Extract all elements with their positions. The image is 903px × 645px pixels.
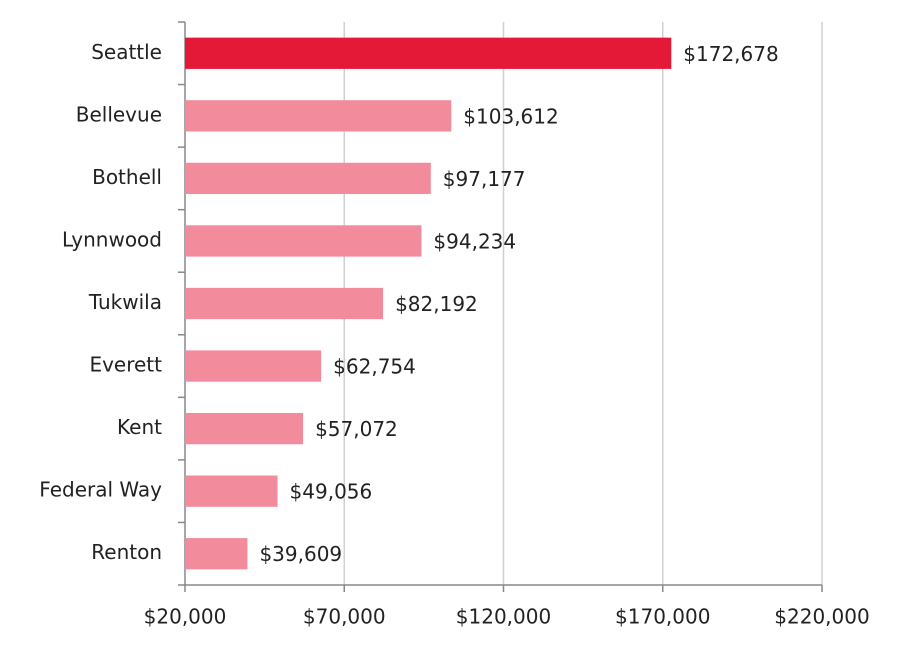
bar xyxy=(185,538,248,570)
y-tick-label: Kent xyxy=(117,415,162,439)
value-label: $39,609 xyxy=(259,542,342,566)
y-tick-label: Bothell xyxy=(92,165,162,189)
value-label: $82,192 xyxy=(395,292,478,316)
y-tick-label: Renton xyxy=(91,540,162,564)
x-tick-label: $170,000 xyxy=(615,605,710,629)
y-tick-label: Federal Way xyxy=(39,478,162,502)
bar xyxy=(185,412,304,445)
bar xyxy=(185,475,278,507)
bar xyxy=(185,225,422,257)
y-tick-label: Lynnwood xyxy=(62,227,162,251)
bar xyxy=(185,100,452,132)
bar xyxy=(185,350,322,382)
value-label: $94,234 xyxy=(433,229,516,253)
value-label: $103,612 xyxy=(463,104,558,128)
value-label: $172,678 xyxy=(683,42,778,66)
value-label: $97,177 xyxy=(443,167,526,191)
value-label: $62,754 xyxy=(333,355,416,379)
x-tick-label: $220,000 xyxy=(774,605,869,629)
bar xyxy=(185,37,672,69)
x-tick-label: $120,000 xyxy=(456,605,551,629)
y-tick-label: Seattle xyxy=(91,40,162,64)
x-tick-label: $20,000 xyxy=(144,605,227,629)
y-tick-label: Bellevue xyxy=(76,102,162,126)
bar xyxy=(185,287,384,320)
value-label: $57,072 xyxy=(315,417,398,441)
y-tick-label: Everett xyxy=(89,353,162,377)
value-label: $49,056 xyxy=(290,480,373,504)
bar xyxy=(185,162,431,195)
x-tick-label: $70,000 xyxy=(303,605,386,629)
y-tick-label: Tukwila xyxy=(88,290,162,314)
